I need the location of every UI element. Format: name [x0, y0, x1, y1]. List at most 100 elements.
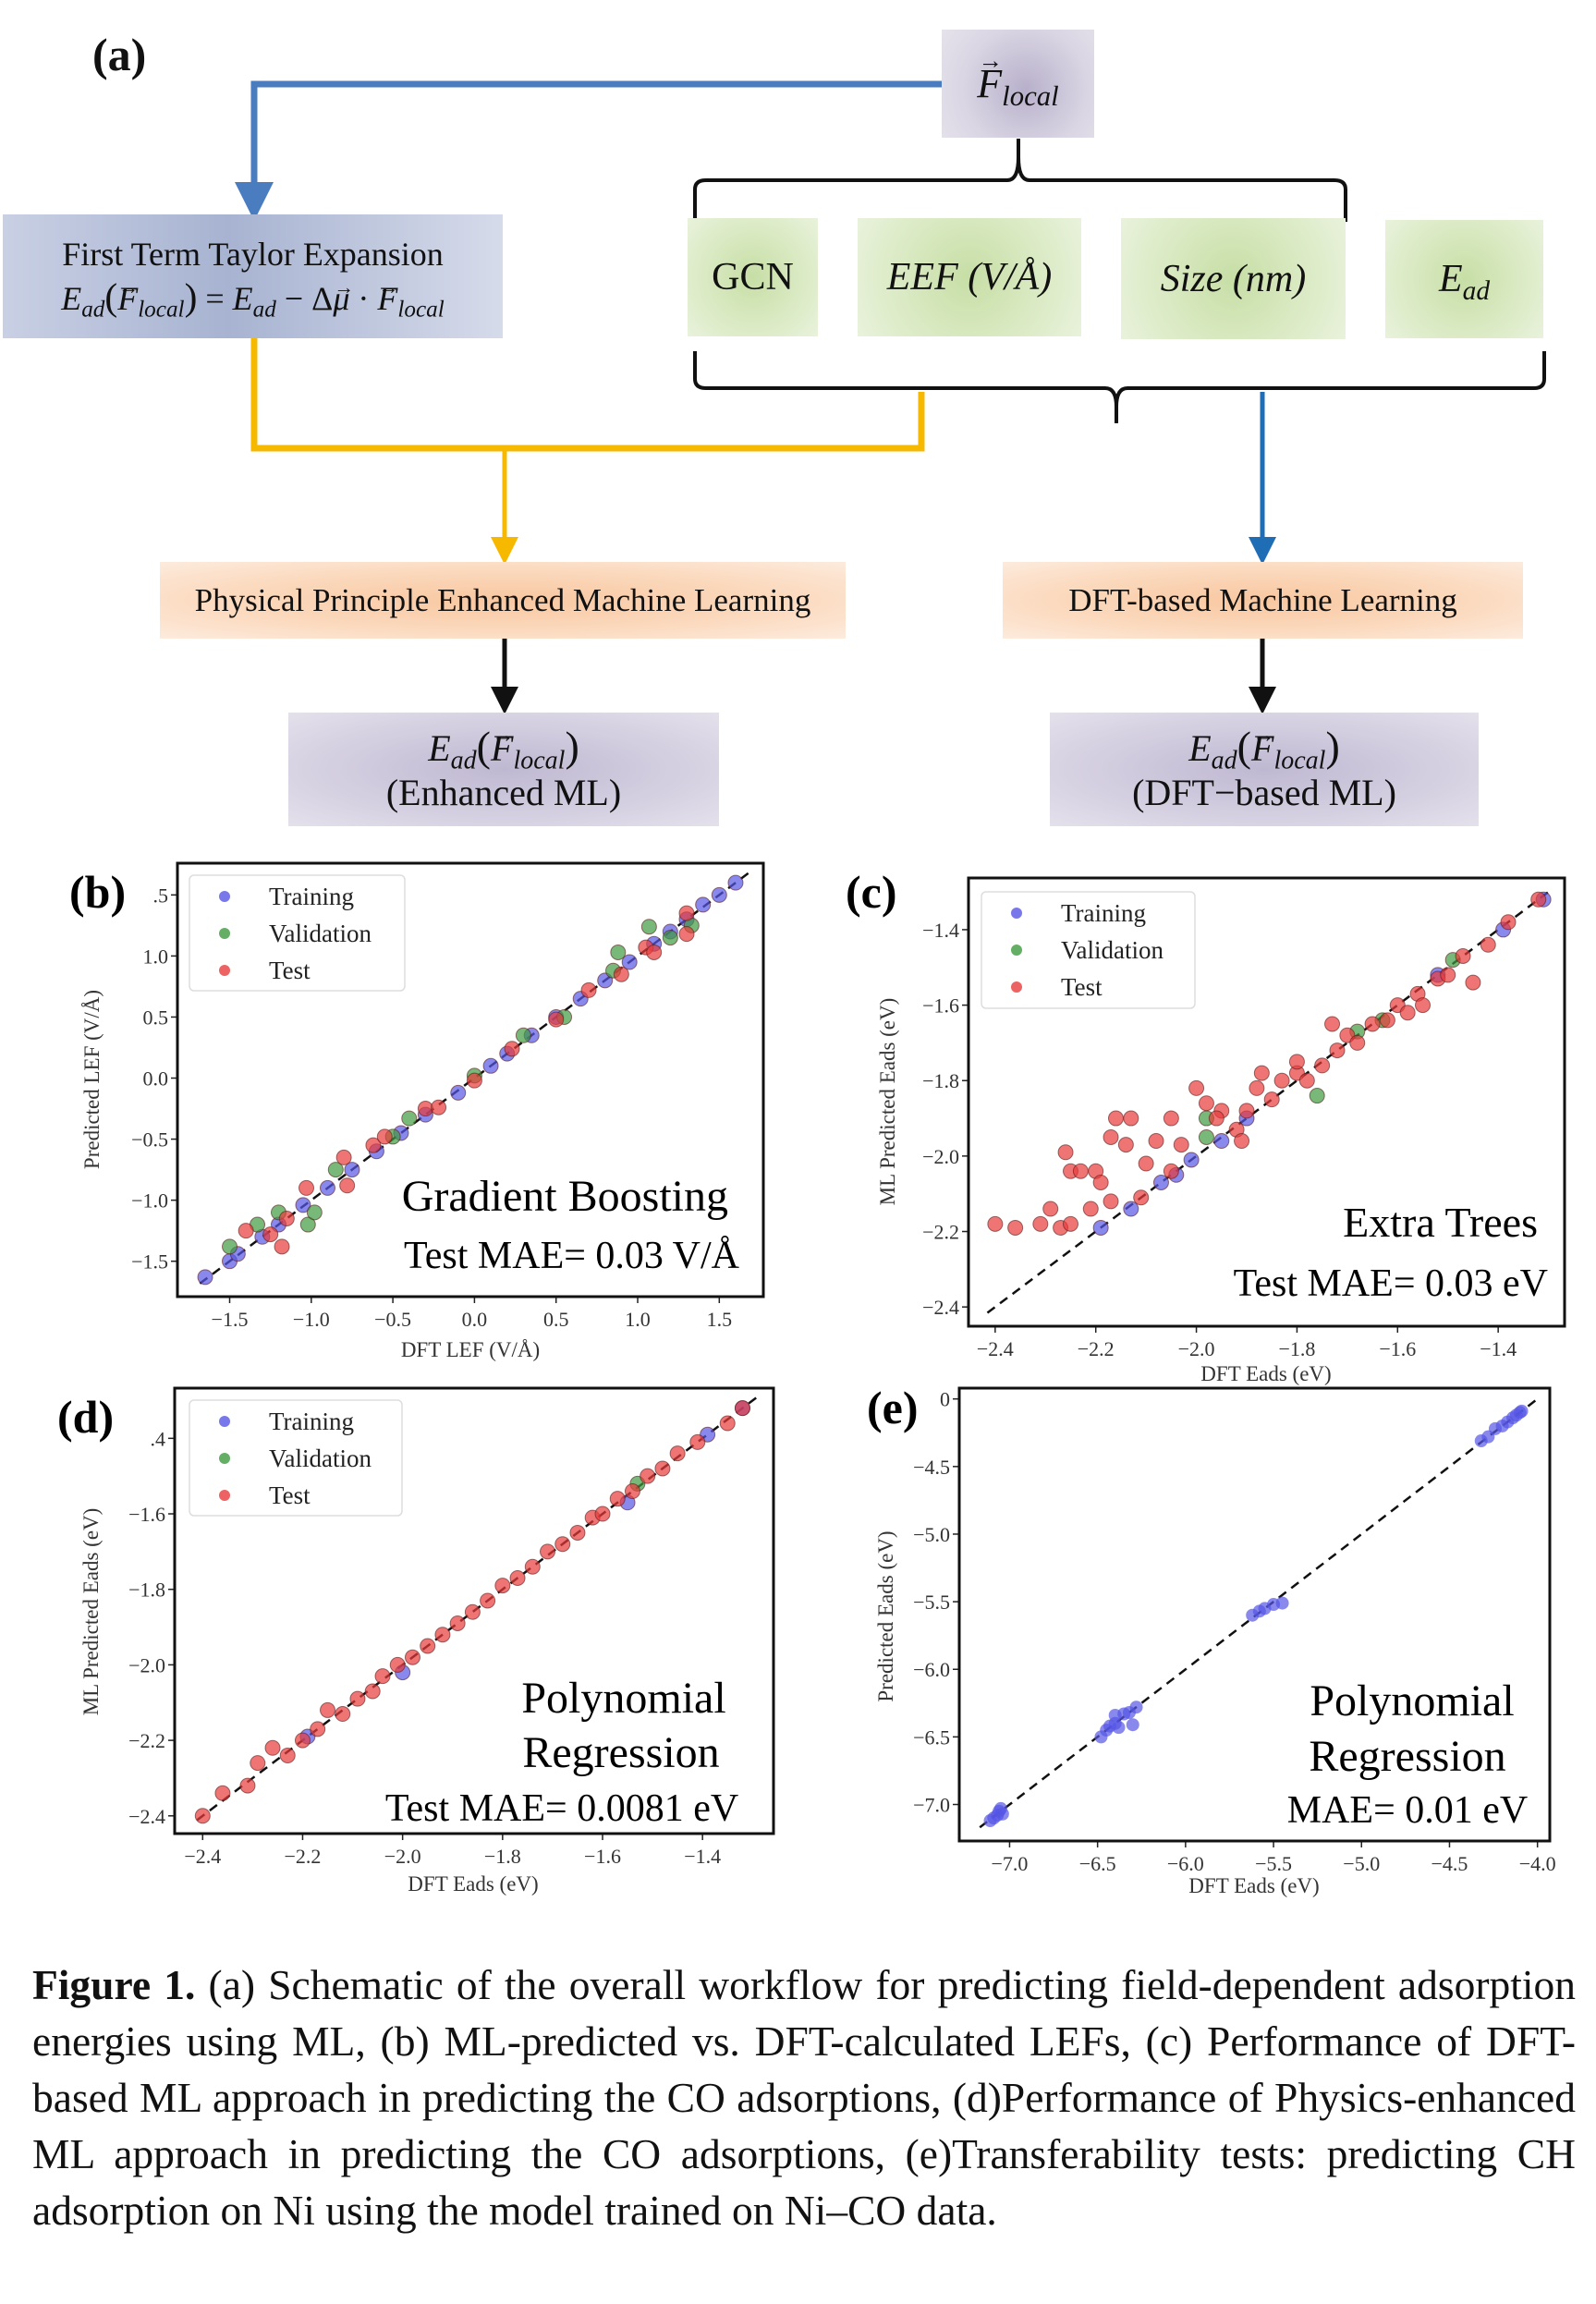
chart-e-point-training — [1515, 1404, 1529, 1418]
chart-c-point-training — [1152, 1174, 1169, 1190]
chart-c-point-test — [1092, 1174, 1109, 1190]
chart-b-point-training — [295, 1197, 311, 1213]
chart-d-panel-label: (d) — [57, 1391, 114, 1443]
chart-b-ytick-label: −0.5 — [131, 1128, 168, 1152]
physical-principle-ml-box: Physical Principle Enhanced Machine Lear… — [160, 562, 846, 639]
chart-c-legend-marker-test — [1011, 981, 1022, 993]
chart-c-point-test — [1198, 1095, 1214, 1112]
chart-c-xtick-label: −1.8 — [1278, 1337, 1315, 1360]
dft-based-ml-box: DFT-based Machine Learning — [1003, 562, 1523, 639]
chart-c-y-axis-label: ML Predicted Eads (eV) — [876, 998, 899, 1206]
chart-d-point-test — [310, 1721, 326, 1737]
chart-c-point-test — [1163, 1110, 1179, 1127]
chart-d-point-test — [320, 1701, 336, 1718]
chart-b-point-test — [580, 981, 597, 998]
chart-b-point-test — [646, 944, 663, 960]
f-local-box: Flocal — [942, 30, 1094, 138]
chart-c-legend-label-test: Test — [1061, 973, 1103, 1001]
schematic-connectors — [235, 80, 1546, 714]
chart-c-point-test — [1062, 1215, 1078, 1232]
chart-c-ytick-label: −1.4 — [922, 919, 959, 942]
chart-b-legend-marker-training — [219, 891, 230, 902]
chart-d-annotation: Polynomial — [521, 1674, 725, 1723]
chart-b-legend-marker-test — [219, 965, 230, 976]
chart-e-xtick-label: −5.0 — [1343, 1852, 1380, 1875]
chart-b-point-test — [417, 1101, 433, 1117]
chart-c-point-test — [1465, 974, 1481, 991]
chart-b-ytick-label: 0.5 — [143, 1006, 169, 1029]
chart-d-point-test — [480, 1592, 496, 1609]
chart-b-xtick-label: 1.0 — [625, 1308, 651, 1331]
chart-b-point-test — [548, 1011, 565, 1028]
chart-e-ytick-label: −6.0 — [913, 1658, 950, 1681]
chart-c-point-test — [1042, 1201, 1059, 1217]
chart-c-point-test — [1249, 1079, 1265, 1096]
chart-c-point-test — [1364, 1016, 1381, 1032]
chart-b-legend-label-test: Test — [269, 957, 311, 984]
chart-c-point-test — [1253, 1065, 1270, 1081]
caption-text: (a) Schematic of the overall workflow fo… — [32, 1961, 1576, 2234]
chart-e-ytick-label: −7.0 — [913, 1794, 950, 1817]
chart-b-plot-frame — [176, 861, 765, 1298]
chart-e-plot-frame — [957, 1386, 1552, 1843]
chart-d-legend-label-validation: Validation — [269, 1445, 372, 1472]
chart-e-point-training — [1112, 1721, 1126, 1735]
chart-b-point-test — [298, 1179, 315, 1196]
chart-b-point-test — [466, 1072, 482, 1089]
chart-d-point-test — [404, 1649, 420, 1665]
chart-d-point-test — [734, 1400, 750, 1417]
chart-c-point-training — [1183, 1152, 1200, 1168]
chart-d-point-test — [364, 1683, 381, 1700]
chart-d-point-test — [264, 1739, 281, 1756]
chart-c-x-axis-label: DFT Eads (eV) — [1200, 1362, 1331, 1385]
chart-d-point-test — [609, 1491, 626, 1507]
chart-e-xtick-label: −6.0 — [1167, 1852, 1204, 1875]
chart-d-point-test — [654, 1460, 671, 1477]
chart-e-xtick-label: −7.0 — [991, 1852, 1028, 1875]
bottom-brace — [693, 351, 1546, 423]
chart-d-point-test — [494, 1578, 511, 1594]
chart-c-annotation: Extra Trees — [1343, 1199, 1538, 1246]
chart-e-xtick-label: −4.0 — [1519, 1852, 1556, 1875]
chart-b-panel-label: (b) — [69, 866, 126, 918]
chart-e-ytick-label: −5.5 — [913, 1591, 950, 1614]
chart-c-ytick-label: −1.8 — [922, 1069, 959, 1092]
chart-b-ytick-label: −1.0 — [131, 1189, 168, 1213]
chart-e-point-training — [1126, 1718, 1139, 1732]
chart-d-point-test — [449, 1615, 466, 1631]
chart-d-point-test — [689, 1433, 706, 1450]
chart-b-point-test — [262, 1226, 279, 1243]
chart-d-point-test — [624, 1483, 640, 1500]
chart-b-point-training — [727, 874, 744, 891]
chart-c-legend-marker-training — [1011, 908, 1022, 919]
chart-c-point-test — [1288, 1054, 1305, 1070]
chart-b-point-test — [335, 1149, 352, 1165]
chart-d-legend-marker-validation — [219, 1453, 230, 1464]
chart-d-point-test — [374, 1668, 391, 1685]
chart-e-point-training — [993, 1801, 1007, 1815]
chart-d-point-test — [509, 1569, 526, 1586]
caption-label: Figure 1. — [32, 1961, 196, 2008]
blue-connector-arrow — [235, 80, 942, 221]
chart-e-annotation: MAE= 0.01 eV — [1287, 1789, 1529, 1832]
chart-b-annotation: Gradient Boosting — [402, 1172, 728, 1221]
chart-b-ytick-label: −1.5 — [131, 1250, 168, 1274]
chart-d-y-axis-label: ML Predicted Eads (eV) — [79, 1508, 103, 1716]
chart-d-point-test — [594, 1506, 611, 1522]
chart-b-point-test — [376, 1128, 393, 1145]
chart-b-xtick-label: 0.5 — [543, 1308, 569, 1331]
chart-d-point-test — [250, 1755, 266, 1772]
chart-b-point-validation — [515, 1027, 531, 1043]
chart-e-xtick-label: −5.5 — [1255, 1852, 1292, 1875]
chart-c-point-test — [1007, 1219, 1024, 1236]
yellow-connector — [250, 338, 925, 452]
chart-c-xtick-label: −1.4 — [1480, 1337, 1517, 1360]
chart-d-point-test — [335, 1706, 351, 1723]
top-brace — [693, 139, 1347, 222]
chart-c-annotation: Test MAE= 0.03 eV — [1234, 1262, 1548, 1305]
chart-d-xtick-label: −2.2 — [285, 1845, 322, 1868]
panel-label-a: (a) — [92, 29, 147, 80]
chart-b-point-training — [695, 896, 712, 913]
chart-e-point-training — [1275, 1596, 1289, 1610]
chart-c-point-test — [1234, 1133, 1250, 1150]
